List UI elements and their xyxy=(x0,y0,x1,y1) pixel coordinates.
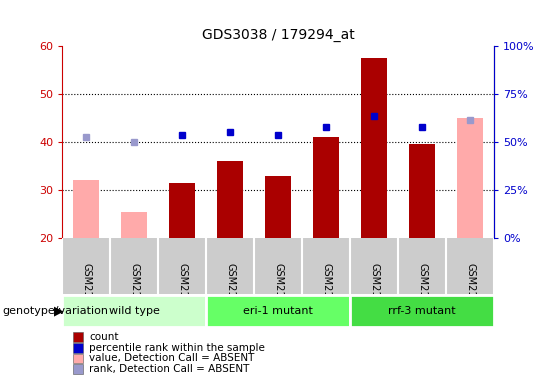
Bar xyxy=(361,58,387,238)
Bar xyxy=(169,183,195,238)
Text: GSM214731: GSM214731 xyxy=(225,263,235,322)
Text: genotype/variation: genotype/variation xyxy=(3,306,109,316)
Bar xyxy=(313,137,339,238)
Bar xyxy=(457,118,483,238)
Bar xyxy=(121,212,147,238)
Text: rank, Detection Call = ABSENT: rank, Detection Call = ABSENT xyxy=(89,364,249,374)
Text: GSM214730: GSM214730 xyxy=(465,263,475,322)
Text: value, Detection Call = ABSENT: value, Detection Call = ABSENT xyxy=(89,353,254,364)
Bar xyxy=(62,296,206,326)
Text: GSM214732: GSM214732 xyxy=(273,263,283,323)
Bar xyxy=(73,180,99,238)
Bar xyxy=(409,144,435,238)
Text: GSM214725: GSM214725 xyxy=(129,263,139,323)
Text: eri-1 mutant: eri-1 mutant xyxy=(243,306,313,316)
Text: wild type: wild type xyxy=(109,306,159,316)
Text: rrf-3 mutant: rrf-3 mutant xyxy=(388,306,456,316)
Bar xyxy=(265,176,291,238)
Text: percentile rank within the sample: percentile rank within the sample xyxy=(89,343,265,353)
Bar xyxy=(217,161,244,238)
Text: GSM214728: GSM214728 xyxy=(369,263,379,323)
Title: GDS3038 / 179294_at: GDS3038 / 179294_at xyxy=(202,28,354,42)
Text: GSM214733: GSM214733 xyxy=(321,263,331,322)
Text: GSM214716: GSM214716 xyxy=(81,263,91,322)
Bar xyxy=(206,296,350,326)
Text: ▶: ▶ xyxy=(53,305,63,318)
Bar xyxy=(350,296,494,326)
Text: count: count xyxy=(89,332,119,342)
Text: GSM214729: GSM214729 xyxy=(417,263,427,323)
Text: GSM214727: GSM214727 xyxy=(177,263,187,323)
